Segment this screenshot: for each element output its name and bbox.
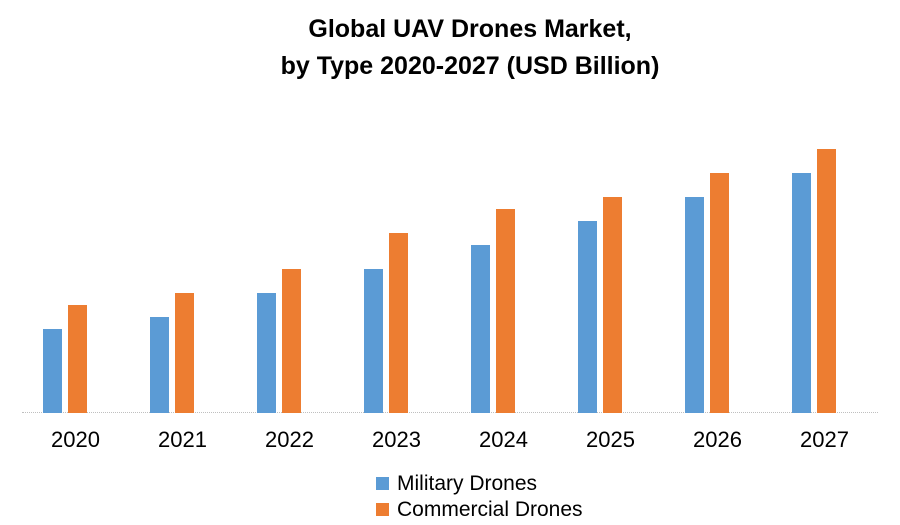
bar-commercial-drones-2022: [281, 269, 301, 413]
chart-title-line2: by Type 2020-2027 (USD Billion): [280, 52, 660, 80]
x-axis-label-2022: 2022: [265, 427, 314, 452]
legend-item-military-drones: Military Drones: [376, 471, 583, 496]
bar-pair-2026: [684, 173, 729, 413]
bar-pair-2023: [363, 233, 408, 413]
legend-swatch-commercial-drones-icon: [376, 503, 389, 516]
bar-pair-2024: [470, 209, 515, 413]
bar-military-drones-2022: [256, 293, 276, 413]
legend-item-commercial-drones: Commercial Drones: [376, 497, 583, 522]
category-slot-2022: [236, 113, 343, 413]
bar-military-drones-2020: [42, 329, 62, 413]
category-slot-2020: [22, 113, 129, 413]
x-axis-label-2023: 2023: [372, 427, 421, 452]
legend-swatch-military-drones-icon: [376, 477, 389, 490]
bar-military-drones-2026: [684, 197, 704, 413]
x-axis-label-2020: 2020: [51, 427, 100, 452]
bars-area: [22, 113, 878, 413]
category-slot-2025: [557, 113, 664, 413]
x-axis-labels: 2020 2021 2022 2023 2024 2025 2026 2027: [22, 427, 878, 453]
bar-commercial-drones-2023: [388, 233, 408, 413]
bar-pair-2020: [42, 305, 87, 413]
x-axis-label-2024: 2024: [479, 427, 528, 452]
bar-military-drones-2021: [149, 317, 169, 413]
x-axis-label-2027: 2027: [800, 427, 849, 452]
bar-pair-2027: [791, 149, 836, 413]
legend: Military Drones Commercial Drones: [376, 471, 583, 522]
category-slot-2021: [129, 113, 236, 413]
x-axis-label-2021: 2021: [158, 427, 207, 452]
category-slot-2026: [664, 113, 771, 413]
bar-commercial-drones-2021: [174, 293, 194, 413]
x-axis-label-2026: 2026: [693, 427, 742, 452]
plot-area: [22, 113, 878, 413]
legend-label-military-drones: Military Drones: [397, 471, 538, 495]
category-slot-2027: [771, 113, 878, 413]
bar-commercial-drones-2027: [816, 149, 836, 413]
category-slot-2024: [450, 113, 557, 413]
bar-commercial-drones-2020: [67, 305, 87, 413]
bar-commercial-drones-2024: [495, 209, 515, 413]
bar-military-drones-2027: [791, 173, 811, 413]
bar-pair-2025: [577, 197, 622, 413]
chart-title-line1: Global UAV Drones Market,: [308, 15, 632, 43]
legend-label-commercial-drones: Commercial Drones: [397, 497, 583, 521]
bar-pair-2021: [149, 293, 194, 413]
chart-title: Global UAV Drones Market, by Type 2020-2…: [40, 11, 900, 85]
x-axis-label-2025: 2025: [586, 427, 635, 452]
bar-pair-2022: [256, 269, 301, 413]
bar-military-drones-2024: [470, 245, 490, 413]
bar-military-drones-2025: [577, 221, 597, 413]
bar-military-drones-2023: [363, 269, 383, 413]
bar-commercial-drones-2025: [602, 197, 622, 413]
category-slot-2023: [343, 113, 450, 413]
x-axis-line: [22, 412, 878, 413]
bar-commercial-drones-2026: [709, 173, 729, 413]
